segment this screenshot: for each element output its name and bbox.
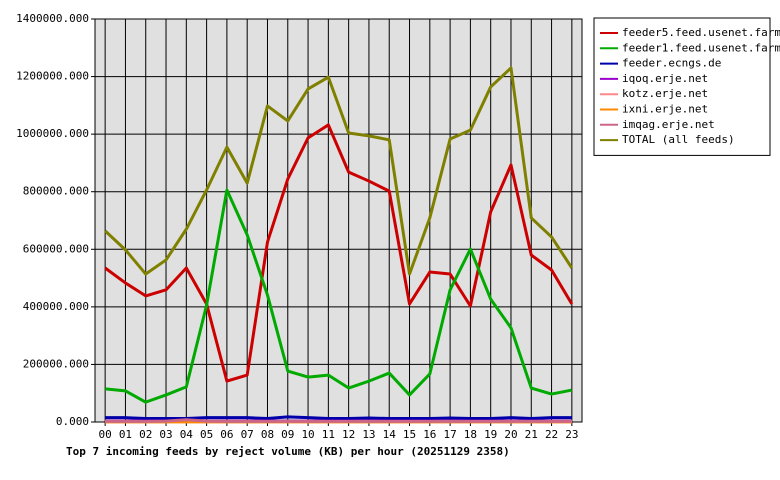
series-line [104, 123, 574, 383]
x-tick-label: 21 [525, 428, 538, 441]
legend-label: feeder.ecngs.de [622, 57, 721, 70]
legend-label: imqag.erje.net [622, 118, 715, 131]
x-tick-label: 09 [281, 428, 294, 441]
x-tick-label: 02 [139, 428, 152, 441]
legend-label: feeder5.feed.usenet.farm [622, 26, 780, 39]
series-line [104, 188, 573, 404]
legend-label: iqoq.erje.net [622, 72, 708, 85]
x-tick-label: 11 [322, 428, 335, 441]
y-tick-label: 800000.000 [23, 185, 89, 198]
legend-label: ixni.erje.net [622, 103, 708, 116]
x-tick-label: 04 [180, 428, 194, 441]
y-tick-label: 1400000.000 [16, 12, 89, 25]
x-tick-label: 07 [241, 428, 254, 441]
x-tick-label: 10 [301, 428, 314, 441]
y-tick-label: 0.000 [56, 415, 89, 428]
legend-box [593, 17, 771, 156]
x-tick-label: 16 [423, 428, 436, 441]
y-tick-label: 400000.000 [23, 300, 89, 313]
series-line [104, 66, 574, 276]
x-tick-label: 14 [383, 428, 397, 441]
x-tick-label: 23 [565, 428, 578, 441]
x-tick-label: 03 [159, 428, 172, 441]
x-tick-label: 22 [545, 428, 558, 441]
x-tick-label: 06 [220, 428, 233, 441]
y-tick-label: 1000000.000 [16, 127, 89, 140]
y-tick-label: 200000.000 [23, 357, 89, 370]
series-line [105, 415, 572, 421]
x-tick-label: 13 [362, 428, 375, 441]
legend-label: TOTAL (all feeds) [622, 133, 735, 146]
x-tick-label: 18 [464, 428, 477, 441]
x-tick-label: 01 [119, 428, 132, 441]
x-tick-label: 08 [261, 428, 274, 441]
y-tick-label: 600000.000 [23, 242, 89, 255]
x-tick-label: 15 [403, 428, 416, 441]
series-line [105, 418, 572, 423]
y-tick-label: 1200000.000 [16, 70, 89, 83]
x-tick-label: 17 [443, 428, 456, 441]
x-tick-label: 20 [504, 428, 517, 441]
x-tick-label: 00 [99, 428, 112, 441]
chart-title: Top 7 incoming feeds by reject volume (K… [66, 445, 510, 458]
x-tick-label: 12 [342, 428, 355, 441]
x-tick-label: 05 [200, 428, 213, 441]
legend-label: feeder1.feed.usenet.farm [622, 41, 780, 54]
plot-area [94, 18, 583, 423]
legend-label: kotz.erje.net [622, 87, 708, 100]
x-tick-label: 19 [484, 428, 497, 441]
